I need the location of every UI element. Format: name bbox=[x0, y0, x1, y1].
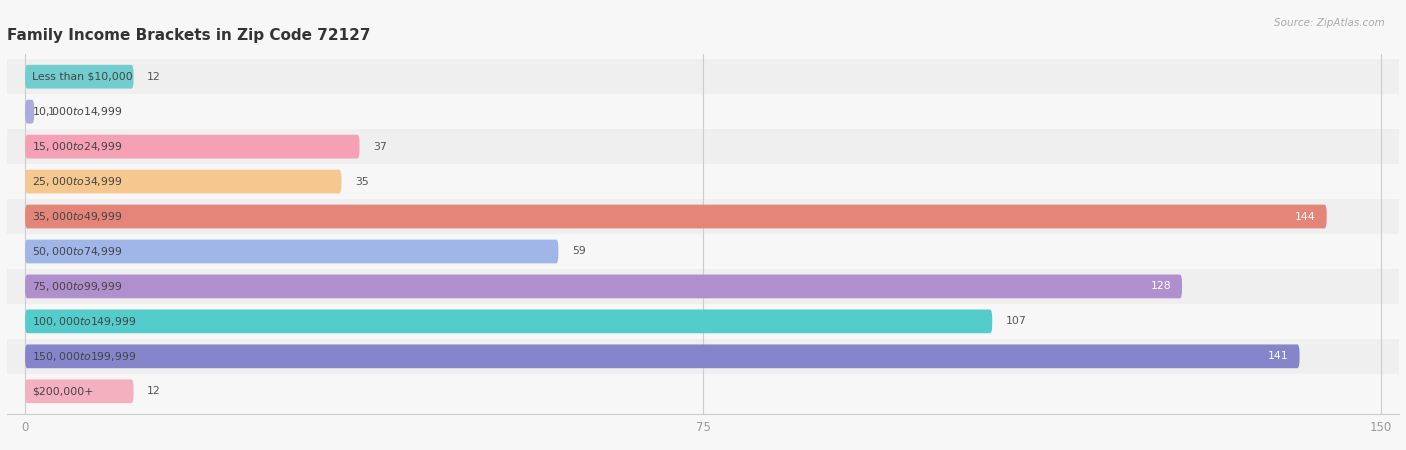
Text: 59: 59 bbox=[572, 247, 586, 256]
FancyBboxPatch shape bbox=[25, 274, 1182, 298]
Text: Family Income Brackets in Zip Code 72127: Family Income Brackets in Zip Code 72127 bbox=[7, 28, 371, 43]
Bar bbox=[7, 269, 1399, 304]
Text: $150,000 to $199,999: $150,000 to $199,999 bbox=[32, 350, 136, 363]
Text: $200,000+: $200,000+ bbox=[32, 386, 94, 396]
FancyBboxPatch shape bbox=[25, 135, 360, 158]
Bar bbox=[7, 199, 1399, 234]
Bar bbox=[7, 129, 1399, 164]
Text: $10,000 to $14,999: $10,000 to $14,999 bbox=[32, 105, 122, 118]
Bar bbox=[7, 374, 1399, 409]
Text: Source: ZipAtlas.com: Source: ZipAtlas.com bbox=[1274, 18, 1385, 28]
Text: $75,000 to $99,999: $75,000 to $99,999 bbox=[32, 280, 122, 293]
Text: 107: 107 bbox=[1005, 316, 1026, 326]
Text: Less than $10,000: Less than $10,000 bbox=[32, 72, 134, 82]
Text: 12: 12 bbox=[148, 72, 160, 82]
FancyBboxPatch shape bbox=[25, 239, 558, 263]
Text: 37: 37 bbox=[373, 142, 387, 152]
FancyBboxPatch shape bbox=[25, 379, 134, 403]
Bar bbox=[7, 94, 1399, 129]
FancyBboxPatch shape bbox=[25, 100, 34, 124]
Text: $35,000 to $49,999: $35,000 to $49,999 bbox=[32, 210, 122, 223]
Bar bbox=[7, 339, 1399, 374]
Bar bbox=[7, 304, 1399, 339]
FancyBboxPatch shape bbox=[25, 344, 1299, 368]
Text: $100,000 to $149,999: $100,000 to $149,999 bbox=[32, 315, 136, 328]
Text: $15,000 to $24,999: $15,000 to $24,999 bbox=[32, 140, 122, 153]
Bar bbox=[7, 234, 1399, 269]
Text: 35: 35 bbox=[356, 176, 368, 187]
Text: $50,000 to $74,999: $50,000 to $74,999 bbox=[32, 245, 122, 258]
FancyBboxPatch shape bbox=[25, 205, 1327, 229]
Text: 141: 141 bbox=[1268, 351, 1289, 361]
FancyBboxPatch shape bbox=[25, 310, 993, 333]
Text: 12: 12 bbox=[148, 386, 160, 396]
Bar bbox=[7, 59, 1399, 94]
FancyBboxPatch shape bbox=[25, 170, 342, 194]
Text: 144: 144 bbox=[1295, 212, 1316, 221]
Bar bbox=[7, 164, 1399, 199]
FancyBboxPatch shape bbox=[25, 65, 134, 89]
Text: 1: 1 bbox=[48, 107, 55, 117]
Text: 128: 128 bbox=[1150, 281, 1171, 292]
Text: $25,000 to $34,999: $25,000 to $34,999 bbox=[32, 175, 122, 188]
